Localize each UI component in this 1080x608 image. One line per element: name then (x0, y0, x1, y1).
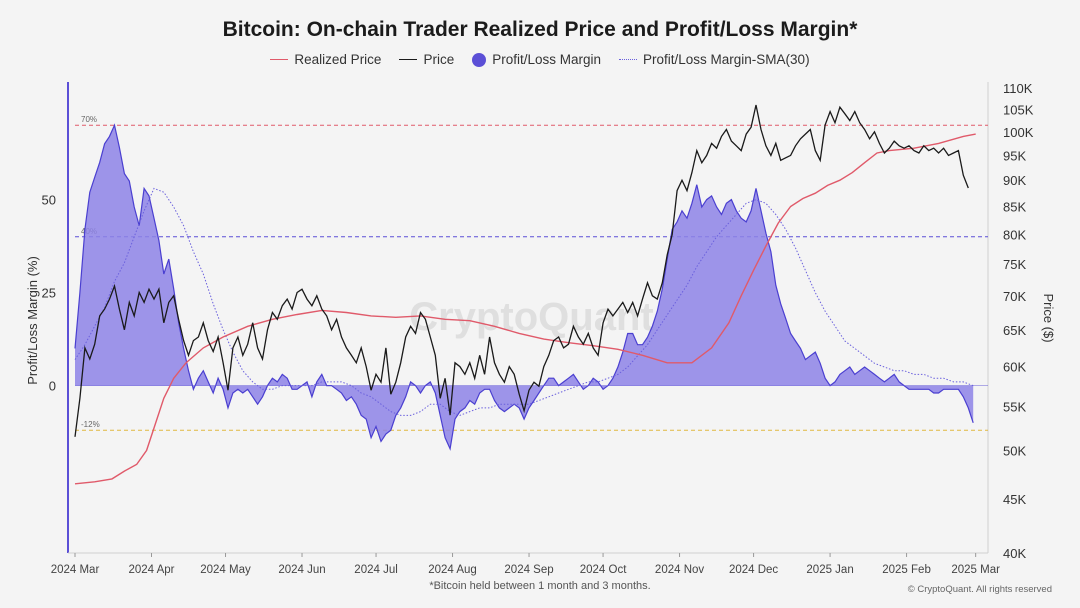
x-tick-label-10: 2025 Jan (806, 564, 853, 576)
right-tick-label-10: 60K (1003, 360, 1026, 375)
loss-area (192, 385, 974, 449)
chart-title: Bitcoin: On-chain Trader Realized Price … (222, 18, 858, 41)
right-tick-label-3: 95K (1003, 148, 1026, 163)
right-tick-label-5: 85K (1003, 200, 1026, 215)
legend-item-profit-loss-margin[interactable]: Profit/Loss Margin (472, 52, 601, 67)
chart-copyright: © CryptoQuant. All rights reserved (907, 584, 1052, 595)
left-axis-title: Profit/Loss Margin (%) (25, 256, 40, 385)
x-tick-label-7: 2024 Oct (580, 564, 627, 576)
legend-label-sma: Profit/Loss Margin-SMA(30) (643, 52, 810, 67)
chart-footnote: *Bitcoin held between 1 month and 3 mont… (429, 580, 651, 592)
right-axis-title: Price ($) (1041, 293, 1056, 342)
price-line (74, 104, 969, 437)
right-tick-label-8: 70K (1003, 289, 1026, 304)
right-tick-label-9: 65K (1003, 323, 1026, 338)
chart-legend: Realized Price Price Profit/Loss Margin … (0, 52, 1080, 67)
watermark-text: CryptoQuant (409, 295, 653, 339)
reference-label-2: -12% (81, 420, 100, 429)
legend-item-sma[interactable]: Profit/Loss Margin-SMA(30) (619, 52, 810, 67)
right-tick-label-13: 45K (1003, 492, 1026, 507)
x-tick-label-8: 2024 Nov (655, 564, 704, 576)
x-tick-label-1: 2024 Apr (128, 564, 174, 576)
left-tick-label-0: 50 (42, 193, 56, 208)
right-tick-label-2: 100K (1003, 125, 1034, 140)
legend-label-price: Price (423, 52, 455, 67)
right-tick-label-7: 75K (1003, 257, 1026, 272)
x-tick-label-0: 2024 Mar (51, 564, 100, 576)
reference-label-0: 70% (81, 115, 97, 124)
right-tick-label-0: 110K (1003, 81, 1033, 96)
left-tick-label-2: 0 (49, 379, 56, 394)
right-tick-label-1: 105K (1003, 102, 1034, 117)
right-tick-label-6: 80K (1003, 227, 1026, 242)
legend-swatch-realized-price (270, 59, 289, 60)
right-tick-label-4: 90K (1003, 173, 1026, 188)
legend-item-realized-price[interactable]: Realized Price (270, 52, 381, 67)
legend-label-profit-loss-margin: Profit/Loss Margin (492, 52, 602, 67)
x-tick-label-12: 2025 Mar (951, 564, 1000, 576)
right-tick-label-11: 55K (1003, 400, 1026, 415)
legend-swatch-profit-loss-margin (472, 52, 487, 67)
legend-label-realized-price: Realized Price (294, 52, 382, 67)
x-tick-label-2: 2024 May (200, 564, 251, 576)
x-tick-label-9: 2024 Dec (729, 564, 778, 576)
x-tick-label-3: 2024 Jun (278, 564, 325, 576)
x-tick-label-6: 2024 Sep (504, 564, 553, 576)
x-tick-label-4: 2024 Jul (354, 564, 397, 576)
sma-line (74, 187, 974, 416)
realized-price-line (74, 133, 976, 485)
profit-loss-margin-line (74, 123, 974, 451)
legend-swatch-sma (619, 59, 638, 60)
profit-area (75, 125, 974, 386)
left-tick-label-1: 25 (42, 286, 56, 301)
legend-item-price[interactable]: Price (399, 52, 454, 67)
x-tick-label-11: 2025 Feb (882, 564, 931, 576)
x-tick-label-5: 2024 Aug (428, 564, 477, 576)
legend-swatch-price (399, 59, 418, 60)
right-tick-label-14: 40K (1003, 546, 1026, 561)
right-tick-label-12: 50K (1003, 443, 1026, 458)
